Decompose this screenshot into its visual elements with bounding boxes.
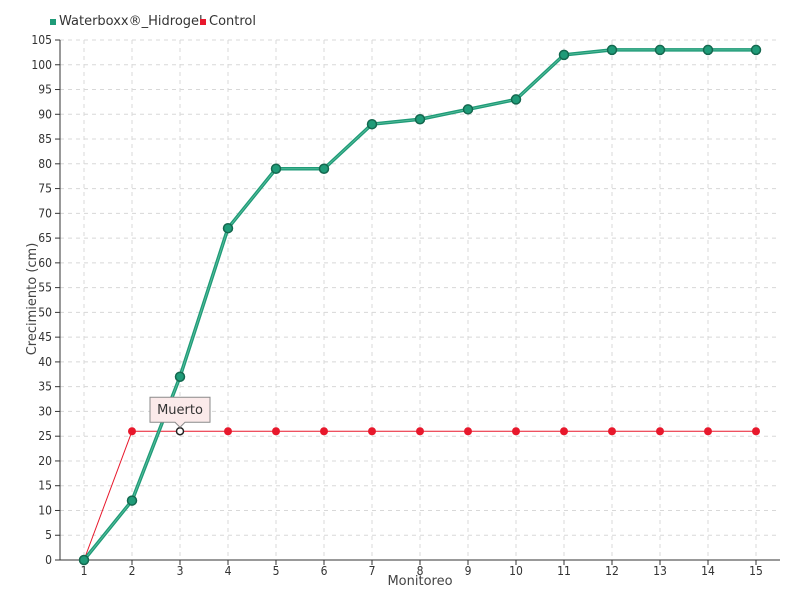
data-point[interactable] (270, 163, 282, 175)
data-point[interactable] (512, 427, 520, 436)
data-point[interactable] (78, 554, 90, 566)
data-point[interactable] (416, 427, 424, 436)
x-tick-label: 1 (81, 564, 88, 578)
y-tick-label: 15 (38, 479, 52, 493)
tooltip-text: Muerto (157, 403, 203, 418)
series (78, 44, 762, 566)
y-tick-label: 70 (38, 206, 52, 220)
series-waterboxx-hidrogel (78, 44, 762, 566)
y-tick-label: 5 (45, 528, 52, 542)
legend-swatch-waterboxx (50, 19, 56, 25)
data-point[interactable] (656, 427, 664, 436)
x-tick-label: 4 (225, 564, 232, 578)
data-point[interactable] (752, 427, 760, 436)
x-tick-label: 12 (605, 564, 619, 578)
x-axis-ticks: 1 2 3 4 5 6 7 8 9 10 11 12 13 14 15 (81, 560, 763, 578)
data-point[interactable] (702, 44, 714, 56)
x-tick-label: 11 (557, 564, 571, 578)
data-point[interactable] (318, 163, 330, 175)
x-axis-title: Monitoreo (387, 574, 452, 589)
legend-swatch-control (200, 19, 206, 25)
data-point[interactable] (320, 427, 328, 436)
data-point[interactable] (222, 222, 234, 234)
y-tick-label: 80 (38, 157, 52, 171)
data-point[interactable] (608, 427, 616, 436)
data-point[interactable] (414, 113, 426, 125)
data-point[interactable] (128, 427, 136, 436)
data-point-hovered[interactable] (175, 426, 185, 436)
x-tick-label: 10 (509, 564, 523, 578)
x-tick-label: 7 (369, 564, 376, 578)
data-point[interactable] (606, 44, 618, 56)
data-point[interactable] (750, 44, 762, 56)
x-tick-label: 14 (701, 564, 715, 578)
y-tick-label: 40 (38, 355, 52, 369)
data-point[interactable] (366, 118, 378, 130)
y-tick-label: 95 (38, 83, 52, 97)
y-axis-ticks: 0 5 10 15 20 25 30 35 40 45 50 55 60 65 70 75 80 85 90 95 10… (31, 33, 60, 567)
x-tick-label: 9 (465, 564, 472, 578)
data-point[interactable] (272, 427, 280, 436)
x-tick-label: 2 (129, 564, 136, 578)
y-tick-label: 20 (38, 454, 52, 468)
y-tick-label: 75 (38, 182, 52, 196)
y-tick-label: 45 (38, 330, 52, 344)
y-tick-label: 100 (31, 58, 52, 72)
y-tick-label: 85 (38, 132, 52, 146)
y-tick-label: 25 (38, 429, 52, 443)
data-point[interactable] (704, 427, 712, 436)
data-point[interactable] (654, 44, 666, 56)
y-tick-label: 30 (38, 404, 52, 418)
y-tick-label: 60 (38, 256, 52, 270)
data-point[interactable] (368, 427, 376, 436)
x-tick-label: 8 (417, 564, 424, 578)
data-point[interactable] (558, 49, 570, 61)
data-point[interactable] (560, 427, 568, 436)
legend-label-control[interactable]: Control (209, 14, 256, 29)
y-tick-label: 35 (38, 380, 52, 394)
y-axis-title: Crecimiento (cm) (25, 243, 40, 356)
legend-label-waterboxx[interactable]: Waterboxx®_Hidrogel (59, 14, 203, 29)
y-tick-label: 105 (31, 33, 52, 47)
y-tick-label: 90 (38, 107, 52, 121)
data-point[interactable] (510, 94, 522, 105)
legend: Waterboxx®_Hidrogel Control (50, 14, 256, 29)
series-control (80, 426, 760, 564)
data-point[interactable] (224, 427, 232, 436)
data-point[interactable] (126, 495, 138, 506)
data-point[interactable] (464, 427, 472, 436)
y-tick-label: 0 (45, 553, 52, 567)
y-tick-label: 55 (38, 281, 52, 295)
tooltip: Muerto (149, 396, 211, 428)
x-tick-label: 15 (749, 564, 763, 578)
data-point[interactable] (174, 371, 186, 383)
x-tick-label: 6 (321, 564, 328, 578)
data-point[interactable] (462, 104, 474, 115)
y-tick-label: 65 (38, 231, 52, 245)
x-tick-label: 5 (273, 564, 280, 578)
y-tick-label: 50 (38, 305, 52, 319)
x-tick-label: 13 (653, 564, 667, 578)
tooltip-box (149, 396, 211, 428)
x-tick-label: 3 (177, 564, 184, 578)
y-tick-label: 10 (38, 503, 52, 517)
